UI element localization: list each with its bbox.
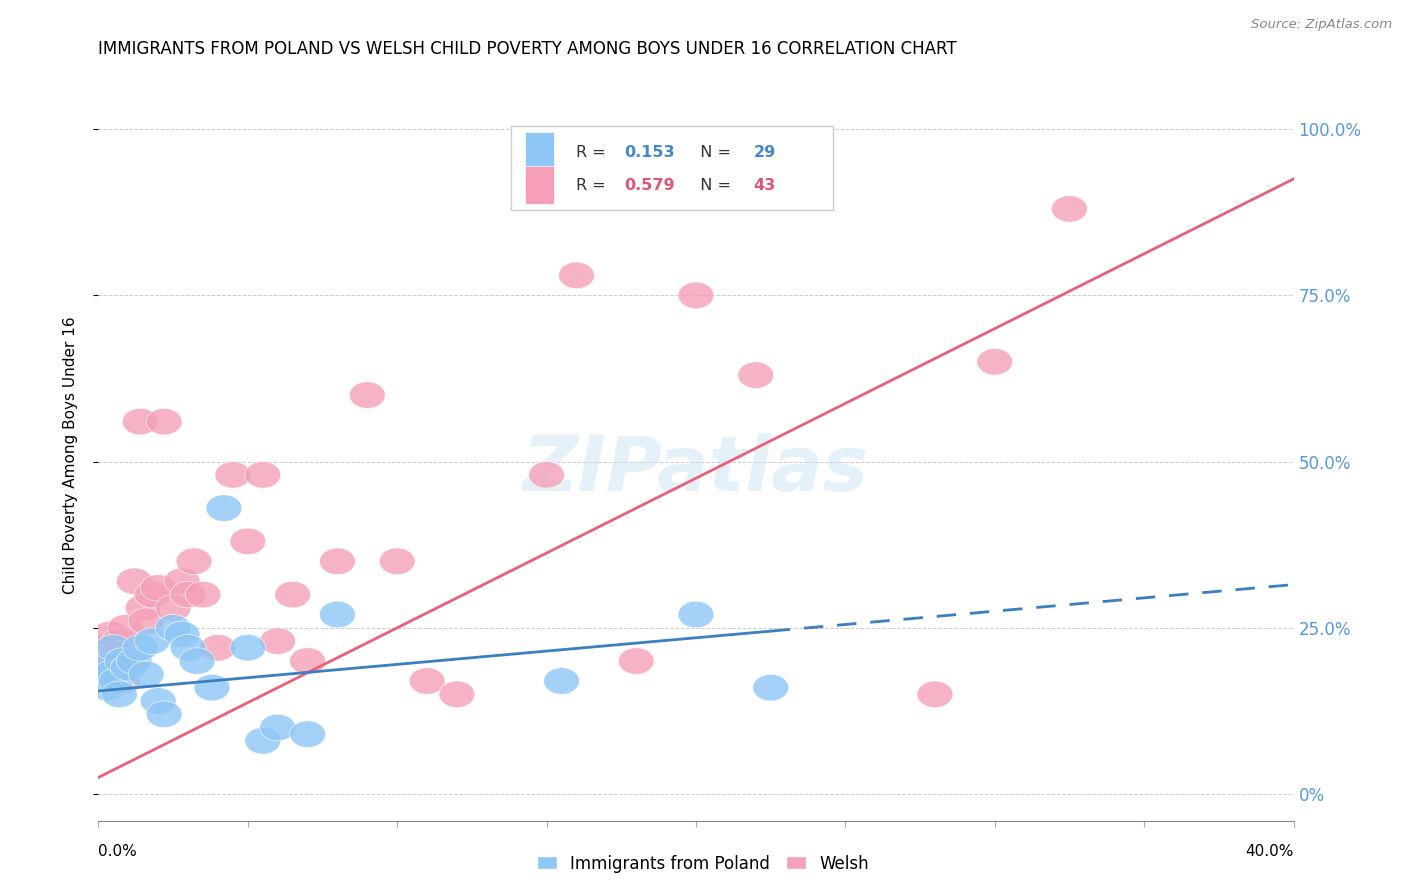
Ellipse shape [274, 582, 311, 607]
Text: 43: 43 [754, 178, 776, 193]
Text: R =: R = [576, 145, 612, 160]
Ellipse shape [111, 648, 146, 674]
Ellipse shape [797, 136, 834, 162]
Text: R =: R = [576, 178, 612, 193]
Ellipse shape [125, 595, 162, 621]
Ellipse shape [200, 634, 236, 661]
Ellipse shape [83, 648, 120, 674]
Ellipse shape [231, 634, 266, 661]
Ellipse shape [1052, 195, 1087, 222]
Ellipse shape [678, 601, 714, 628]
Ellipse shape [146, 409, 183, 435]
Ellipse shape [207, 495, 242, 522]
Ellipse shape [104, 648, 141, 674]
Ellipse shape [678, 282, 714, 309]
Ellipse shape [122, 409, 159, 435]
Ellipse shape [135, 582, 170, 607]
Ellipse shape [141, 574, 176, 601]
Ellipse shape [117, 568, 152, 595]
Ellipse shape [529, 461, 565, 488]
Ellipse shape [245, 728, 281, 754]
Ellipse shape [752, 674, 789, 701]
Ellipse shape [98, 641, 135, 668]
Ellipse shape [83, 661, 120, 688]
FancyBboxPatch shape [524, 166, 554, 204]
Ellipse shape [231, 528, 266, 555]
Ellipse shape [146, 701, 183, 728]
Ellipse shape [319, 601, 356, 628]
FancyBboxPatch shape [524, 132, 554, 169]
Ellipse shape [165, 568, 200, 595]
Text: N =: N = [690, 145, 737, 160]
Ellipse shape [155, 595, 191, 621]
Ellipse shape [350, 382, 385, 409]
Ellipse shape [439, 681, 475, 707]
Text: Source: ZipAtlas.com: Source: ZipAtlas.com [1251, 18, 1392, 31]
Text: ZIPatlas: ZIPatlas [523, 433, 869, 507]
Ellipse shape [245, 461, 281, 488]
Ellipse shape [141, 688, 176, 714]
Ellipse shape [96, 648, 131, 674]
Ellipse shape [738, 362, 773, 388]
Ellipse shape [93, 661, 128, 688]
Ellipse shape [170, 634, 207, 661]
Ellipse shape [101, 628, 138, 655]
Text: 0.579: 0.579 [624, 178, 675, 193]
Ellipse shape [409, 668, 446, 694]
Ellipse shape [98, 668, 135, 694]
Ellipse shape [135, 628, 170, 655]
Ellipse shape [90, 655, 125, 681]
Ellipse shape [260, 628, 295, 655]
Ellipse shape [107, 615, 143, 641]
Ellipse shape [319, 548, 356, 574]
Ellipse shape [194, 674, 231, 701]
Ellipse shape [186, 582, 221, 607]
Ellipse shape [977, 349, 1012, 376]
Text: 40.0%: 40.0% [1246, 845, 1294, 859]
Ellipse shape [176, 548, 212, 574]
Text: IMMIGRANTS FROM POLAND VS WELSH CHILD POVERTY AMONG BOYS UNDER 16 CORRELATION CH: IMMIGRANTS FROM POLAND VS WELSH CHILD PO… [98, 40, 957, 58]
Ellipse shape [104, 668, 141, 694]
Ellipse shape [260, 714, 295, 741]
Text: 0.153: 0.153 [624, 145, 675, 160]
Y-axis label: Child Poverty Among Boys Under 16: Child Poverty Among Boys Under 16 [63, 316, 77, 594]
Ellipse shape [122, 634, 159, 661]
Ellipse shape [917, 681, 953, 707]
Ellipse shape [128, 661, 165, 688]
Ellipse shape [619, 648, 654, 674]
Ellipse shape [128, 607, 165, 634]
FancyBboxPatch shape [510, 126, 834, 210]
Ellipse shape [111, 655, 146, 681]
Text: N =: N = [690, 178, 737, 193]
Ellipse shape [117, 648, 152, 674]
Ellipse shape [155, 615, 191, 641]
Ellipse shape [380, 548, 415, 574]
Text: 0.0%: 0.0% [98, 845, 138, 859]
Ellipse shape [290, 648, 326, 674]
Ellipse shape [87, 634, 122, 661]
Ellipse shape [290, 721, 326, 747]
Legend: Immigrants from Poland, Welsh: Immigrants from Poland, Welsh [530, 848, 876, 880]
Ellipse shape [96, 634, 131, 661]
Ellipse shape [215, 461, 250, 488]
Ellipse shape [90, 674, 125, 701]
Ellipse shape [544, 668, 579, 694]
Ellipse shape [165, 621, 200, 648]
Ellipse shape [101, 681, 138, 707]
Text: 29: 29 [754, 145, 776, 160]
Ellipse shape [93, 621, 128, 648]
Ellipse shape [170, 582, 207, 607]
Ellipse shape [87, 655, 122, 681]
Ellipse shape [558, 262, 595, 289]
Ellipse shape [179, 648, 215, 674]
